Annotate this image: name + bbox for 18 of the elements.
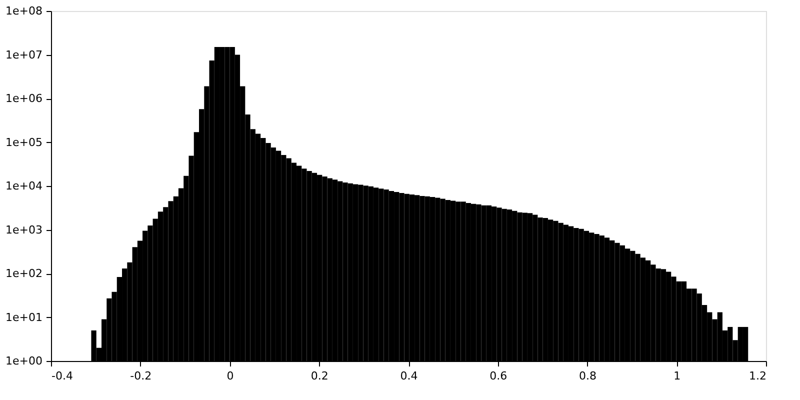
- y-tick-label: 1e+06: [6, 92, 42, 105]
- y-tick-label: 1e+02: [6, 267, 42, 280]
- y-tick-label: 1e+08: [6, 4, 42, 18]
- y-tick-label: 1e+01: [6, 310, 42, 324]
- x-tick-label: 0.2: [310, 370, 328, 382]
- x-tick-label: 0: [226, 370, 234, 382]
- y-tick-label: 1e+00: [6, 354, 42, 368]
- x-tick-label: 0.8: [579, 370, 596, 382]
- x-tick-label: 0.6: [490, 370, 508, 382]
- y-tick-label: 1e+05: [6, 136, 42, 149]
- x-tick-label: 0.4: [400, 370, 418, 382]
- y-tick-label: 1e+07: [6, 48, 42, 62]
- x-tick-label: -0.2: [130, 370, 152, 382]
- y-tick-label: 1e+03: [6, 223, 42, 236]
- x-tick-label: 1: [674, 370, 681, 382]
- x-tick-label: -0.4: [52, 370, 73, 382]
- y-tick-label: 1e+04: [6, 180, 42, 192]
- x-tick-label: 1.2: [749, 370, 766, 382]
